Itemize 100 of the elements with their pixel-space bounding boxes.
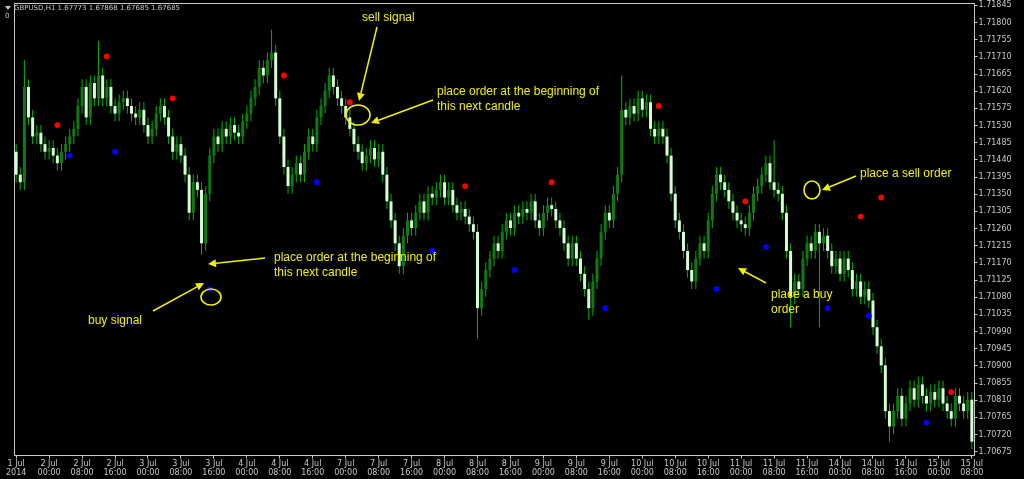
candlestick	[698, 235, 702, 267]
candlestick	[298, 155, 302, 183]
candlestick	[245, 105, 249, 130]
candlestick	[838, 250, 842, 282]
candlestick	[925, 387, 929, 412]
candlestick	[237, 124, 241, 145]
point	[713, 286, 720, 292]
candlestick	[496, 235, 500, 260]
x-tick-label: 9 Jul 00:00	[531, 458, 555, 477]
candlestick	[335, 78, 339, 107]
candlestick	[805, 235, 809, 267]
candlestick	[632, 97, 636, 122]
candlestick	[583, 265, 587, 298]
candlestick	[834, 250, 838, 275]
x-tick-label: 14 Jul 16:00	[894, 458, 918, 477]
point	[281, 72, 287, 79]
candlestick	[105, 78, 109, 107]
y-tick-label: 1.71755	[978, 34, 1012, 44]
x-tick-label: 8 Jul 16:00	[498, 458, 523, 477]
candlestick	[752, 185, 756, 221]
candlestick	[154, 105, 158, 137]
candlestick	[142, 101, 146, 134]
candlestick	[537, 212, 541, 237]
candlestick	[587, 280, 591, 321]
y-tick-label: 1.71620	[978, 86, 1012, 96]
candlestick	[764, 155, 768, 183]
candlestick	[875, 319, 879, 355]
candlestick	[101, 67, 105, 107]
candlestick	[822, 227, 826, 252]
point	[112, 148, 118, 155]
candlestick	[747, 204, 751, 237]
x-tick-label: 2 Jul 08:00	[70, 458, 94, 477]
candlestick	[92, 74, 96, 107]
candlestick	[780, 185, 784, 221]
candlestick	[451, 181, 455, 214]
candlestick	[467, 208, 471, 233]
candlestick	[257, 59, 261, 96]
candlestick	[653, 120, 657, 145]
candlestick	[117, 94, 121, 122]
x-tick-label: 10 Jul 08:00	[663, 458, 687, 477]
candlestick	[430, 185, 434, 206]
candlestick	[261, 59, 265, 84]
candlestick	[290, 166, 294, 195]
candlestick	[422, 193, 426, 221]
candlestick	[855, 273, 858, 298]
candlestick	[125, 90, 129, 115]
x-tick-label: 2 Jul 00:00	[37, 458, 61, 477]
candlestick	[97, 40, 101, 107]
x-tick-label: 8 Jul 08:00	[465, 458, 490, 477]
y-tick-label: 1.71440	[978, 154, 1012, 164]
point	[824, 305, 831, 312]
y-tick-label: 1.70855	[978, 378, 1012, 388]
candlestick	[455, 197, 459, 221]
candlestick	[657, 120, 661, 145]
point	[54, 122, 61, 128]
candlestick	[513, 204, 517, 237]
candlestick	[570, 235, 574, 267]
candlestick	[373, 139, 377, 168]
candlestick	[232, 116, 236, 141]
y-tick-label: 1.71485	[978, 137, 1012, 147]
x-tick-label: 15 Jul 08:00	[960, 458, 984, 477]
point	[313, 179, 320, 186]
candlestick	[846, 250, 850, 279]
x-tick-label: 10 Jul 16:00	[696, 458, 720, 477]
candlestick	[508, 212, 512, 237]
point	[66, 152, 73, 159]
candlestick	[480, 280, 484, 317]
candlestick	[760, 166, 764, 195]
candlestick	[879, 338, 883, 374]
y-tick-label: 1.70675	[978, 446, 1012, 456]
candlestick	[14, 143, 18, 183]
x-tick-label: 3 Jul 08:00	[169, 458, 193, 477]
candlestick	[414, 204, 418, 237]
candlestick	[18, 166, 22, 191]
candlestick	[533, 193, 537, 229]
candlestick	[525, 200, 529, 221]
y-tick-label: 1.71080	[978, 292, 1012, 302]
candlestick	[887, 403, 891, 443]
point	[948, 389, 955, 395]
annotation: buy signal	[88, 313, 144, 328]
candlestick	[731, 193, 735, 221]
candlestick	[743, 216, 747, 237]
candlestick	[850, 261, 854, 298]
candlestick	[681, 223, 685, 260]
candlestick	[809, 235, 813, 260]
candlestick	[521, 200, 525, 225]
candlestick	[920, 376, 924, 405]
candlestick	[405, 212, 409, 244]
candlestick	[488, 250, 492, 279]
point	[511, 267, 518, 273]
candlestick	[640, 90, 644, 118]
candlestick	[303, 143, 307, 183]
candlestick	[64, 136, 68, 160]
candlestick	[459, 200, 463, 221]
candlestick	[937, 380, 941, 408]
candlestick	[364, 147, 368, 172]
candlestick	[72, 120, 76, 145]
candlestick	[265, 52, 269, 84]
candlestick	[949, 403, 953, 427]
candlestick	[644, 94, 648, 118]
